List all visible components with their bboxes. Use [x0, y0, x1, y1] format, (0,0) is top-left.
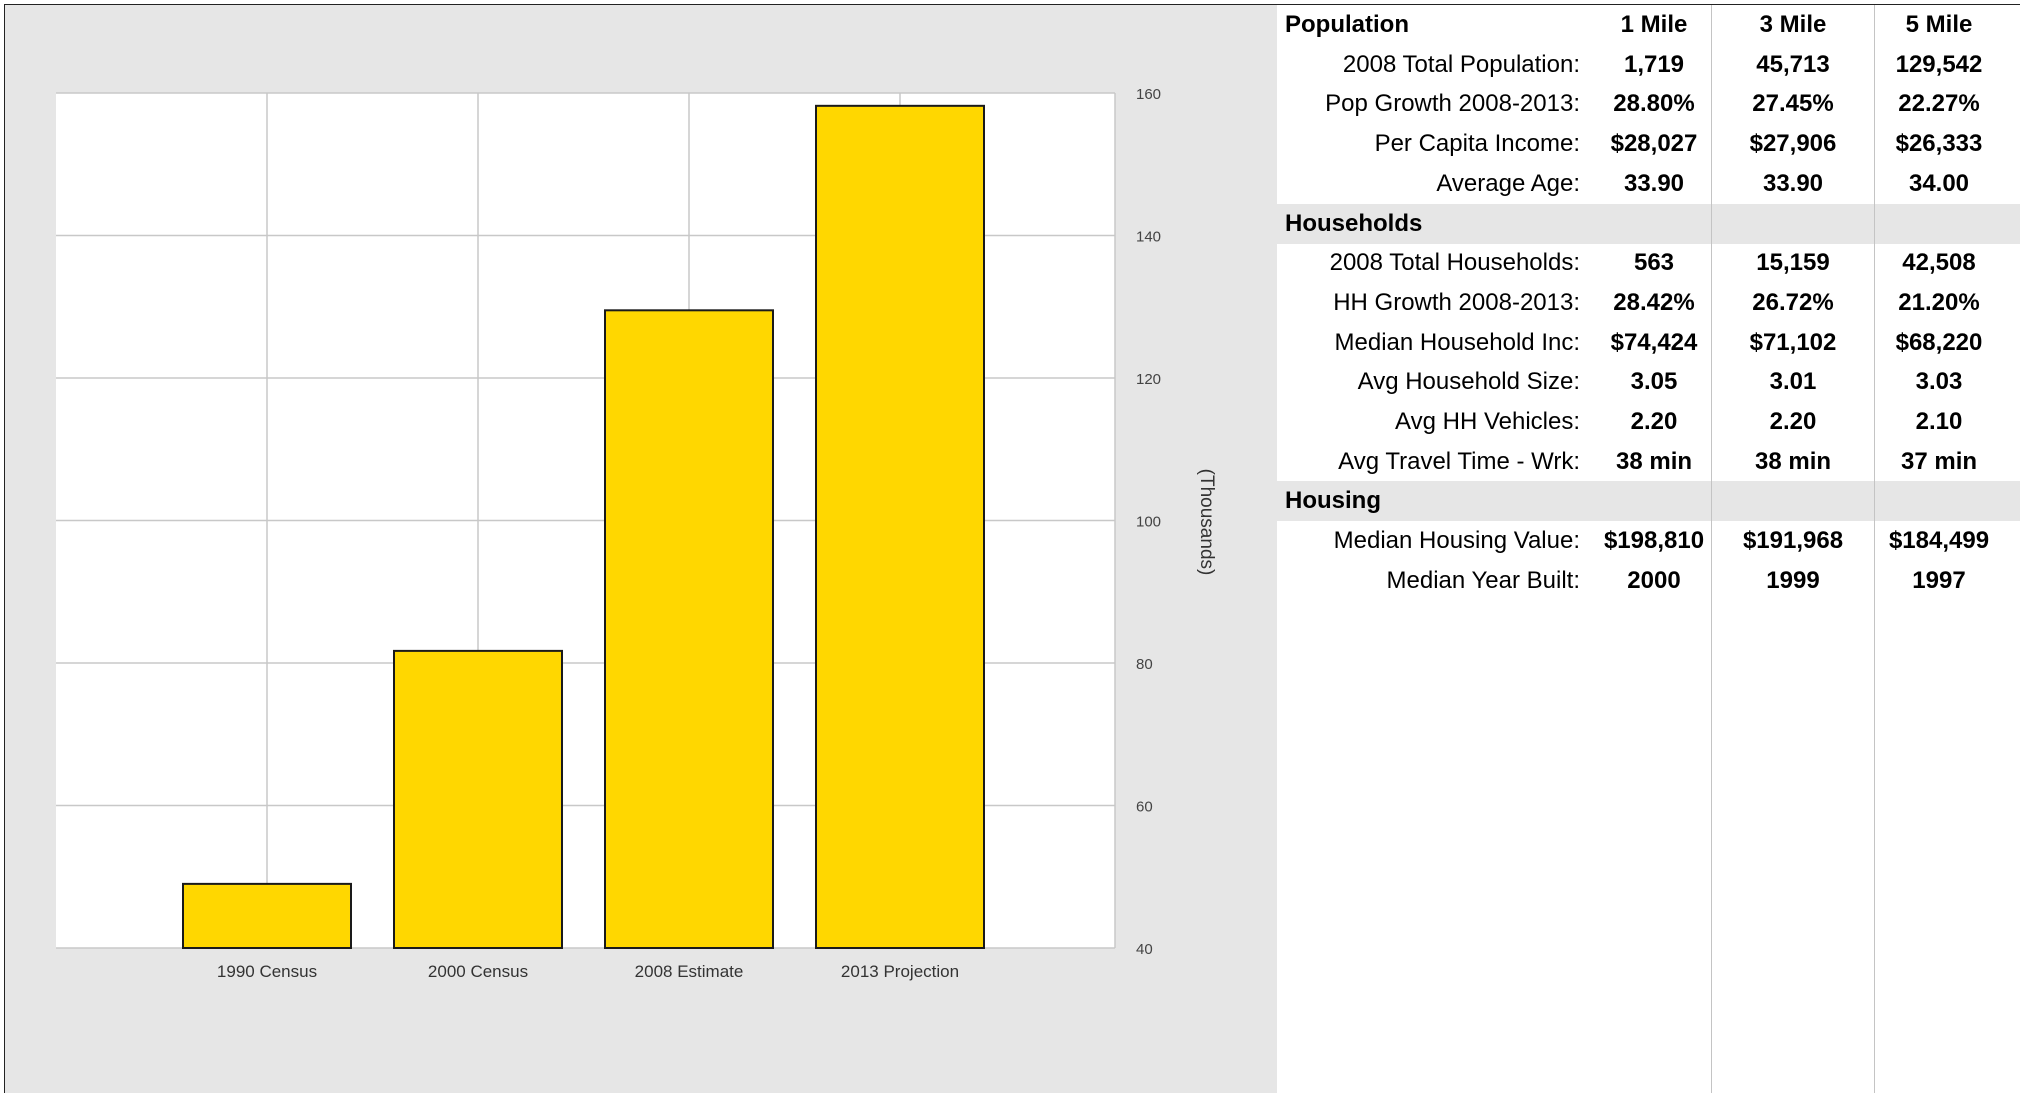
demographics-table: Population 1 Mile 3 Mile 5 Mile 2008 Total P… — [1277, 5, 2020, 1093]
row-value: $184,499 — [1888, 527, 1990, 555]
column-header: 3 Mile — [1759, 11, 1827, 38]
row-value: 22.27% — [1898, 90, 1980, 118]
row-value: 33.90 — [1623, 169, 1685, 197]
row-value: $27,906 — [1749, 130, 1837, 158]
row-value: 21.20% — [1898, 288, 1980, 316]
row-label: 2008 Total Households: — [1329, 249, 1580, 277]
row-label: Median Household Inc: — [1334, 328, 1580, 356]
y-tick-label: 160 — [1136, 86, 1161, 103]
row-value: 38 min — [1754, 447, 1832, 475]
row-value: 37 min — [1900, 447, 1978, 475]
row-value: $68,220 — [1895, 328, 1983, 356]
y-tick-label: 80 — [1136, 656, 1153, 673]
row-value: 1,719 — [1623, 50, 1685, 78]
row-value: 1997 — [1912, 566, 1966, 594]
x-tick-label: 2013 Projection — [841, 962, 959, 981]
y-tick-label: 60 — [1136, 799, 1153, 816]
row-label: Median Housing Value: — [1333, 527, 1580, 555]
row-value: 3.01 — [1769, 368, 1817, 396]
row-value: 1999 — [1766, 566, 1820, 594]
column-divider — [1874, 5, 1875, 1093]
row-label: Per Capita Income: — [1374, 130, 1580, 158]
row-value: 3.03 — [1915, 368, 1963, 396]
row-label: Average Age: — [1436, 169, 1580, 197]
population-bar-chart: 40 60 80 100 120 140 160 1990 Census 2000 Census… — [56, 86, 1217, 981]
row-value: 26.72% — [1752, 288, 1834, 316]
x-tick-label: 1990 Census — [217, 962, 317, 981]
bar-2000-census — [393, 649, 563, 949]
row-value: 563 — [1633, 249, 1675, 277]
row-value: $191,968 — [1742, 527, 1844, 555]
row-value: $74,424 — [1610, 328, 1698, 356]
row-label: Median Year Built: — [1386, 566, 1580, 594]
row-value: 2.10 — [1915, 408, 1963, 435]
row-value: 27.45% — [1752, 90, 1834, 118]
row-label: Pop Growth 2008-2013: — [1325, 90, 1580, 118]
row-value: 42,508 — [1902, 249, 1976, 277]
column-header: 1 Mile — [1620, 11, 1688, 38]
section-title: Housing — [1285, 487, 1381, 515]
row-label: Avg Travel Time - Wrk: — [1338, 447, 1580, 475]
row-value: $28,027 — [1610, 130, 1698, 158]
row-value: 15,159 — [1756, 249, 1830, 277]
column-divider — [1711, 5, 1712, 1093]
section-title: Population — [1285, 11, 1409, 38]
y-axis-label: (Thousands) — [1196, 469, 1217, 576]
row-value: $71,102 — [1749, 328, 1837, 356]
bar-2008-estimate — [604, 309, 774, 949]
row-value: 34.00 — [1908, 169, 1970, 197]
section-header-bg — [1277, 481, 2020, 522]
report-frame — [4, 4, 2020, 1093]
y-tick-label: 100 — [1136, 514, 1161, 531]
row-value: 3.05 — [1630, 368, 1678, 396]
row-value: $198,810 — [1603, 527, 1705, 555]
row-value: 129,542 — [1895, 50, 1983, 78]
row-value: 28.42% — [1613, 288, 1695, 316]
row-value: 2000 — [1627, 566, 1681, 594]
x-tick-label: 2000 Census — [428, 962, 528, 981]
row-label: Avg HH Vehicles: — [1395, 408, 1580, 435]
row-value: $26,333 — [1895, 130, 1983, 158]
row-value: 2.20 — [1630, 408, 1678, 435]
row-value: 33.90 — [1762, 169, 1824, 197]
row-value: 38 min — [1615, 447, 1693, 475]
row-value: 28.80% — [1613, 90, 1695, 118]
row-label: 2008 Total Population: — [1342, 50, 1580, 78]
bar-2013-projection — [815, 104, 985, 949]
y-tick-label: 40 — [1136, 941, 1153, 958]
section-title: Households — [1285, 209, 1423, 237]
bar-1990-census — [182, 882, 352, 949]
y-tick-label: 140 — [1136, 229, 1161, 246]
column-header: 5 Mile — [1905, 11, 1973, 38]
x-tick-label: 2008 Estimate — [635, 962, 744, 981]
row-value: 45,713 — [1756, 50, 1830, 78]
row-label: Avg Household Size: — [1357, 368, 1580, 396]
row-value: 2.20 — [1769, 408, 1817, 435]
row-label: HH Growth 2008-2013: — [1333, 288, 1580, 316]
section-header-bg — [1277, 203, 2020, 244]
y-tick-label: 120 — [1136, 371, 1161, 388]
chart-panel: 40 60 80 100 120 140 160 1990 Census 2000 Census… — [5, 5, 1277, 1093]
